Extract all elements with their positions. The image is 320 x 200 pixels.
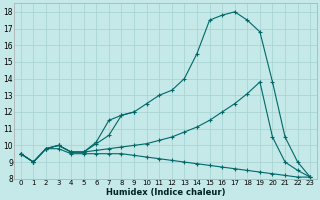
X-axis label: Humidex (Indice chaleur): Humidex (Indice chaleur) [106,188,225,197]
